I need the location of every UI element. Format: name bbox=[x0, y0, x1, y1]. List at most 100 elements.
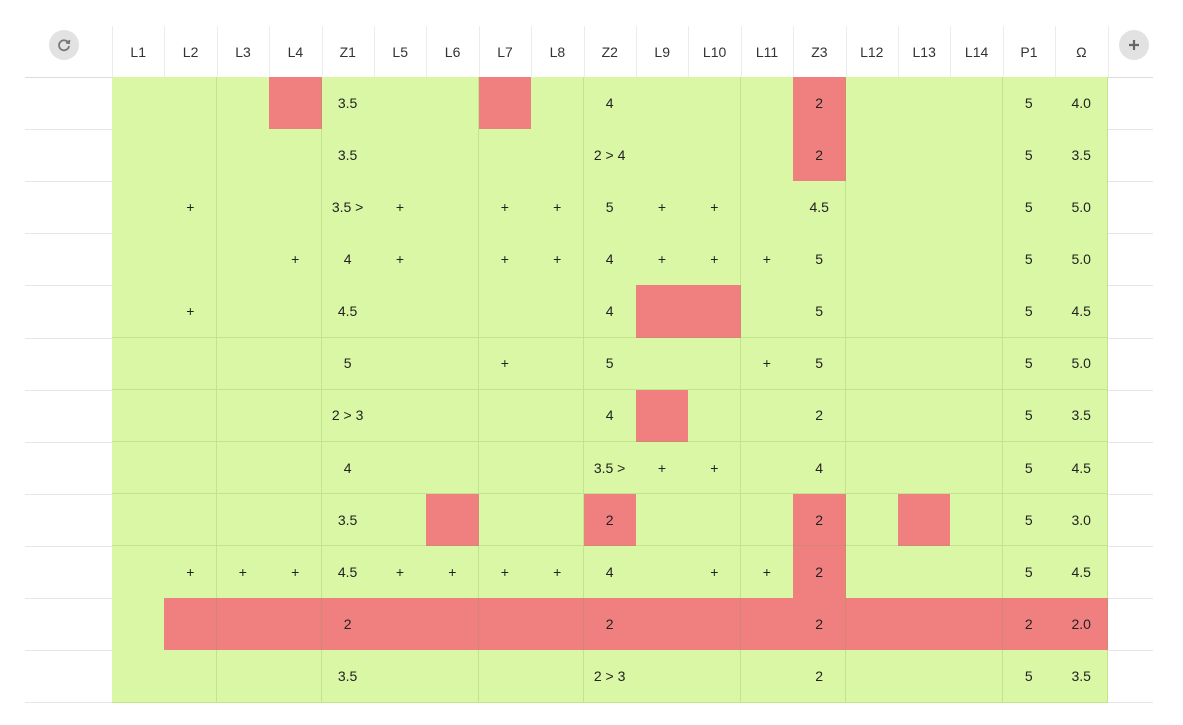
grade-cell[interactable] bbox=[269, 598, 323, 651]
grade-cell[interactable]: + bbox=[636, 233, 689, 286]
grade-cell[interactable] bbox=[845, 233, 899, 286]
grade-cell[interactable]: + bbox=[531, 233, 585, 286]
grade-cell[interactable]: 5 bbox=[1002, 545, 1056, 599]
grade-cell[interactable]: 2 bbox=[793, 389, 847, 443]
grade-cell[interactable] bbox=[269, 285, 323, 339]
grade-cell[interactable]: + bbox=[478, 181, 532, 234]
grade-cell[interactable] bbox=[164, 493, 218, 547]
grade-cell[interactable] bbox=[845, 493, 899, 547]
grade-cell[interactable] bbox=[269, 337, 323, 391]
grade-cell[interactable] bbox=[898, 441, 951, 495]
grade-cell[interactable]: 2 bbox=[793, 493, 847, 547]
grade-cell[interactable] bbox=[478, 441, 532, 495]
grade-cell[interactable] bbox=[164, 441, 218, 495]
column-header-l1[interactable]: L1 bbox=[130, 43, 146, 60]
grade-cell[interactable] bbox=[688, 493, 742, 547]
grade-cell[interactable] bbox=[688, 598, 742, 651]
grade-cell[interactable] bbox=[112, 181, 165, 234]
column-header-z1[interactable]: Z1 bbox=[339, 43, 356, 60]
grade-cell[interactable] bbox=[845, 441, 899, 495]
grade-cell[interactable] bbox=[531, 441, 585, 495]
grade-cell[interactable] bbox=[898, 493, 951, 547]
grade-cell[interactable]: 4.5 bbox=[1055, 545, 1109, 599]
grade-cell[interactable]: + bbox=[164, 285, 218, 339]
grade-cell[interactable]: 2 bbox=[583, 493, 637, 547]
grade-cell[interactable] bbox=[531, 598, 585, 651]
grade-cell[interactable] bbox=[636, 285, 689, 339]
grade-cell[interactable]: 2 bbox=[793, 545, 847, 599]
grade-cell[interactable] bbox=[216, 650, 270, 703]
grade-cell[interactable] bbox=[374, 337, 427, 391]
grade-cell[interactable]: 5 bbox=[583, 337, 637, 391]
grade-cell[interactable] bbox=[898, 598, 951, 651]
grade-cell[interactable]: 4 bbox=[583, 77, 637, 130]
grade-cell[interactable]: 5.0 bbox=[1055, 233, 1109, 286]
grade-cell[interactable] bbox=[845, 598, 899, 651]
grade-cell[interactable] bbox=[426, 389, 480, 443]
grade-cell[interactable]: 4 bbox=[583, 545, 637, 599]
grade-cell[interactable] bbox=[216, 389, 270, 443]
grade-cell[interactable] bbox=[164, 389, 218, 443]
grade-cell[interactable] bbox=[531, 650, 585, 703]
grade-cell[interactable]: + bbox=[531, 545, 585, 599]
grade-cell[interactable] bbox=[898, 285, 951, 339]
grade-cell[interactable]: + bbox=[740, 337, 794, 391]
grade-cell[interactable] bbox=[374, 389, 427, 443]
column-header-l14[interactable]: L14 bbox=[964, 43, 989, 60]
grade-cell[interactable] bbox=[478, 129, 532, 182]
grade-cell[interactable] bbox=[845, 389, 899, 443]
grade-cell[interactable] bbox=[426, 233, 480, 286]
grade-cell[interactable] bbox=[531, 285, 585, 339]
grade-cell[interactable] bbox=[426, 598, 480, 651]
grade-cell[interactable]: 4 bbox=[583, 389, 637, 443]
grade-cell[interactable]: 4 bbox=[321, 441, 375, 495]
column-header-l8[interactable]: L8 bbox=[549, 43, 566, 60]
grade-cell[interactable]: + bbox=[374, 181, 427, 234]
grade-cell[interactable]: 5 bbox=[1002, 285, 1056, 339]
grade-cell[interactable]: 5 bbox=[1002, 337, 1056, 391]
grade-cell[interactable]: + bbox=[740, 545, 794, 599]
grade-cell[interactable] bbox=[636, 598, 689, 651]
grade-cell[interactable] bbox=[478, 77, 532, 130]
grade-cell[interactable]: 2 bbox=[321, 598, 375, 651]
grade-cell[interactable]: 3.5 bbox=[321, 77, 375, 130]
grade-cell[interactable] bbox=[740, 650, 794, 703]
grade-cell[interactable]: 4 bbox=[583, 233, 637, 286]
grade-cell[interactable]: 3.5 bbox=[1055, 389, 1109, 443]
grade-cell[interactable] bbox=[688, 337, 742, 391]
grade-cell[interactable]: 3.5 > bbox=[321, 181, 375, 234]
grade-cell[interactable] bbox=[950, 129, 1004, 182]
grade-cell[interactable]: + bbox=[374, 545, 427, 599]
grade-cell[interactable] bbox=[740, 181, 794, 234]
grade-cell[interactable]: 4.5 bbox=[1055, 441, 1109, 495]
column-header-z2[interactable]: Z2 bbox=[601, 43, 618, 60]
grade-cell[interactable]: + bbox=[478, 233, 532, 286]
grade-cell[interactable] bbox=[845, 181, 899, 234]
grade-cell[interactable]: 5 bbox=[1002, 441, 1056, 495]
grade-cell[interactable] bbox=[164, 598, 218, 651]
grade-cell[interactable] bbox=[216, 233, 270, 286]
grade-cell[interactable]: 4 bbox=[321, 233, 375, 286]
grade-cell[interactable]: 5 bbox=[793, 233, 847, 286]
grade-cell[interactable] bbox=[112, 493, 165, 547]
grade-cell[interactable] bbox=[374, 650, 427, 703]
grade-cell[interactable] bbox=[845, 129, 899, 182]
grade-cell[interactable] bbox=[740, 389, 794, 443]
grade-cell[interactable] bbox=[164, 129, 218, 182]
grade-cell[interactable] bbox=[898, 233, 951, 286]
grade-cell[interactable] bbox=[950, 233, 1004, 286]
grade-cell[interactable] bbox=[950, 337, 1004, 391]
grade-cell[interactable]: 2 bbox=[793, 598, 847, 651]
grade-cell[interactable] bbox=[478, 285, 532, 339]
grade-cell[interactable] bbox=[426, 181, 480, 234]
grade-cell[interactable]: 2 bbox=[793, 650, 847, 703]
grade-cell[interactable]: 2 bbox=[583, 598, 637, 651]
grade-cell[interactable] bbox=[740, 441, 794, 495]
grade-cell[interactable] bbox=[950, 545, 1004, 599]
grade-cell[interactable] bbox=[112, 77, 165, 130]
grade-cell[interactable] bbox=[426, 441, 480, 495]
grade-cell[interactable] bbox=[688, 389, 742, 443]
column-header-l5[interactable]: L5 bbox=[392, 43, 408, 60]
grade-cell[interactable]: + bbox=[688, 441, 742, 495]
grade-cell[interactable] bbox=[269, 129, 323, 182]
